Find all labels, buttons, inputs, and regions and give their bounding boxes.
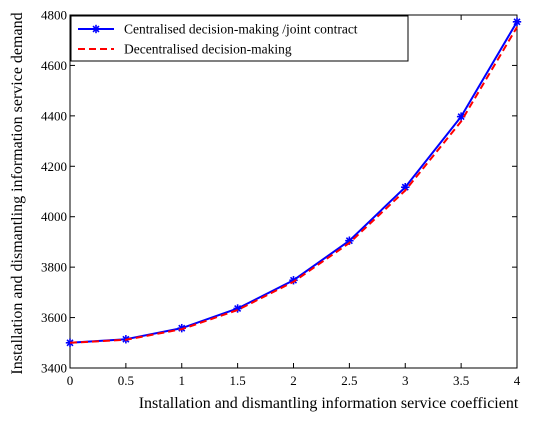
y-tick-label: 4800: [41, 8, 67, 23]
y-tick-label: 4200: [41, 159, 67, 174]
y-tick-label: 4400: [41, 108, 67, 123]
x-tick-label: 0.5: [118, 373, 134, 388]
series-line-decentralised: [69, 26, 518, 344]
x-tick-label: 1: [179, 373, 186, 388]
series-layer: [65, 17, 522, 347]
x-tick-label: 1.5: [230, 373, 246, 388]
y-tick-label: 4000: [41, 209, 67, 224]
legend-box: [70, 15, 409, 62]
y-axis-label: Installation and dismantling information…: [9, 12, 26, 374]
x-tick-label: 2.5: [341, 373, 357, 388]
y-tick-label: 3800: [41, 260, 67, 275]
y-tick-label: 3400: [41, 361, 67, 376]
legend: Centralised decision-making /joint contr…: [70, 15, 409, 62]
y-tick-label: 4600: [41, 58, 67, 73]
y-tick-label: 3600: [41, 310, 67, 325]
data-point-marker: [512, 17, 522, 27]
y-axis-ticks: 3400 3600 3800 4000 4200 4400 4600 4800: [41, 8, 517, 376]
plot-area: [69, 14, 518, 369]
x-tick-label: 2: [290, 373, 297, 388]
data-point-marker: [456, 112, 466, 121]
legend-label: Centralised decision-making /joint contr…: [124, 22, 358, 37]
x-tick-label: 3.5: [453, 373, 469, 388]
x-tick-label: 3: [402, 373, 409, 388]
x-axis-label: Installation and dismantling information…: [139, 395, 519, 412]
legend-label: Decentralised decision-making: [124, 42, 292, 57]
data-point-marker: [91, 24, 101, 34]
x-tick-label: 4: [514, 373, 521, 388]
x-tick-label: 0: [67, 373, 74, 388]
